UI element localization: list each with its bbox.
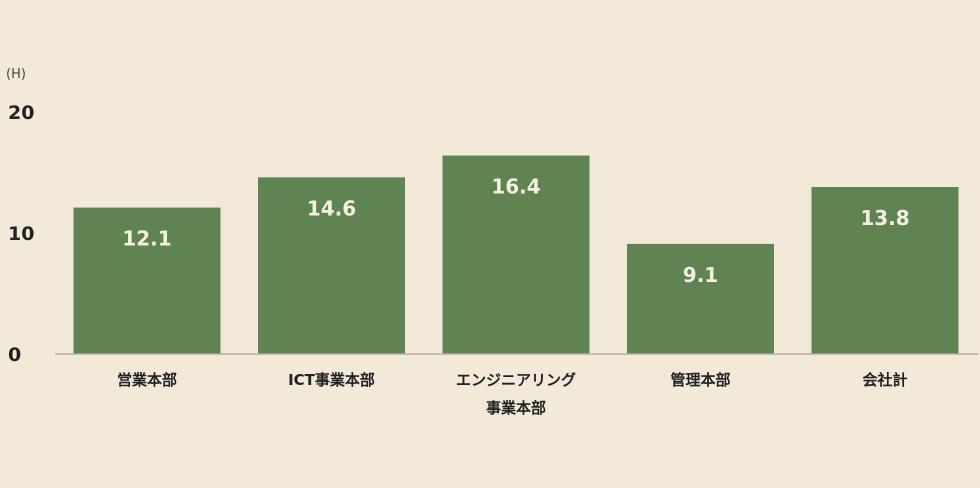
x-category-label: 会社計 <box>862 371 907 389</box>
y-tick-label: 0 <box>8 344 21 366</box>
y-axis-unit-label: (H) <box>6 67 26 82</box>
bar <box>73 207 221 354</box>
bar-value-label: 13.8 <box>860 206 909 230</box>
x-category-label: エンジニアリング <box>456 371 576 389</box>
y-axis-ticks: 0 10 20 <box>8 102 34 366</box>
bar <box>258 177 405 354</box>
bars: 12.1 14.6 16.4 9.1 13.8 <box>73 155 959 354</box>
x-category-label: 営業本部 <box>117 371 177 389</box>
x-category-label: 管理本部 <box>670 371 730 389</box>
x-category-label: ICT事業本部 <box>288 371 375 389</box>
x-category-label: 事業本部 <box>486 399 546 417</box>
bar-value-label: 14.6 <box>307 196 356 220</box>
bar <box>442 155 590 354</box>
bar <box>811 187 959 354</box>
y-tick-label: 10 <box>8 223 34 245</box>
bar-value-label: 12.1 <box>122 227 171 251</box>
bar <box>627 243 774 354</box>
y-tick-label: 20 <box>8 102 34 124</box>
bar-value-label: 16.4 <box>491 175 540 199</box>
bar-value-label: 9.1 <box>683 263 718 287</box>
